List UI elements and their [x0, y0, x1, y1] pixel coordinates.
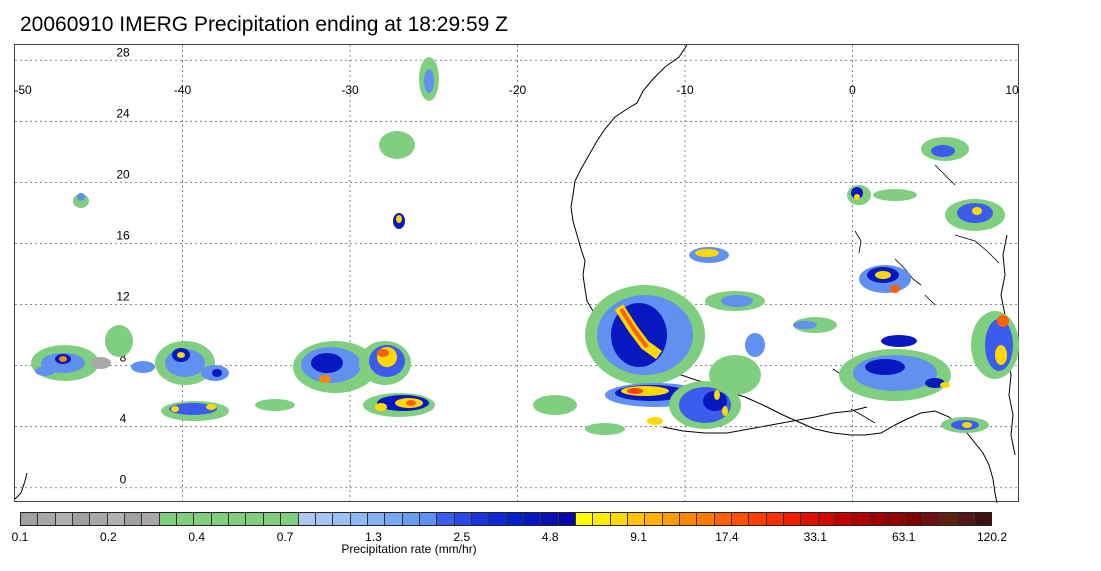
- precip-cluster-atlantic-2: [293, 341, 435, 417]
- colorbar-swatch: [576, 513, 594, 525]
- lat-tick-label: 24: [116, 106, 130, 120]
- colorbar-tick-label: 1.3: [365, 530, 382, 544]
- colorbar-swatch: [662, 513, 681, 525]
- precipitation-map: -50 -40 -30 -20 -10 0 10 28 24 20 16 12 8 4 0: [14, 44, 1020, 503]
- colorbar-swatch: [211, 513, 230, 525]
- lat-tick-label: 28: [116, 45, 130, 59]
- precip-cluster-coast: [585, 247, 765, 429]
- colorbar-swatch: [55, 513, 74, 525]
- lat-tick-label: 8: [120, 351, 127, 365]
- map-grid: [15, 45, 1020, 503]
- colorbar-swatch: [974, 513, 992, 525]
- precip-scattered: [91, 57, 917, 435]
- colorbar-swatch: [107, 513, 126, 525]
- colorbar-tick-label: 120.2: [976, 530, 1008, 544]
- map-tick-labels: -50 -40 -30 -20 -10 0 10 28 24 20 16 12 8 4 0: [15, 45, 1019, 486]
- colorbar-swatch: [38, 513, 56, 525]
- precip-cluster-atlantic-1: [155, 341, 229, 421]
- lat-tick-label: 4: [120, 412, 127, 426]
- colorbar-swatch: [298, 513, 316, 525]
- colorbar-swatch: [818, 513, 837, 525]
- colorbar-tick-label: 0.2: [100, 530, 117, 544]
- colorbar-swatch: [801, 513, 819, 525]
- colorbar-swatch: [853, 513, 871, 525]
- colorbar-swatch: [732, 513, 750, 525]
- colorbar-swatch: [645, 513, 663, 525]
- colorbar-swatch: [870, 513, 889, 525]
- colorbar-swatch: [367, 513, 386, 525]
- colorbar-swatch: [714, 513, 733, 525]
- lon-tick-label: 0: [849, 83, 856, 97]
- lon-tick-label: 10: [1005, 83, 1019, 97]
- colorbar-swatch: [315, 513, 334, 525]
- colorbar-swatch: [905, 513, 923, 525]
- coastline-gulf-guinea: [662, 406, 868, 434]
- lon-tick-label: -40: [174, 83, 192, 97]
- colorbar-swatch: [541, 513, 559, 525]
- colorbar-title: Precipitation rate (mm/hr): [341, 542, 477, 556]
- colorbar-swatch: [177, 513, 195, 525]
- lat-tick-label: 0: [120, 473, 127, 487]
- colorbar-tick-label: 63.1: [891, 530, 916, 544]
- colorbar-swatch: [350, 513, 368, 525]
- colorbar-swatch: [454, 513, 472, 525]
- colorbar-swatch: [125, 513, 143, 525]
- colorbar-tick-label: 17.4: [715, 530, 739, 544]
- colorbar-swatch: [506, 513, 524, 525]
- colorbar-swatch: [385, 513, 403, 525]
- colorbar-swatch: [593, 513, 611, 525]
- colorbar-swatch: [888, 513, 906, 525]
- colorbar-swatch: [680, 513, 698, 525]
- lat-tick-label: 20: [116, 167, 130, 181]
- colorbar-swatch: [628, 513, 646, 525]
- colorbar-tick-label: 9.1: [630, 530, 647, 544]
- colorbar-swatch: [194, 513, 212, 525]
- colorbar-swatch: [21, 513, 39, 525]
- colorbar-swatch: [333, 513, 351, 525]
- colorbar-tick-label: 2.5: [453, 530, 471, 544]
- colorbar-tick-label: 0.1: [11, 530, 29, 544]
- precipitation-colorbar: [20, 512, 992, 526]
- colorbar-swatch: [957, 513, 975, 525]
- colorbar-swatch: [159, 513, 178, 525]
- colorbar-swatch: [402, 513, 420, 525]
- colorbar-swatch: [471, 513, 490, 525]
- colorbar-swatch: [558, 513, 576, 525]
- precip-cluster-west: [31, 193, 99, 381]
- colorbar-swatch: [246, 513, 264, 525]
- map-title: 20060910 IMERG Precipitation ending at 1…: [20, 13, 508, 36]
- colorbar-swatch: [90, 513, 108, 525]
- lon-tick-label: -10: [676, 83, 694, 97]
- colorbar-swatch: [523, 513, 542, 525]
- precip-cluster-east: [839, 137, 1019, 433]
- colorbar-swatch: [142, 513, 160, 525]
- lon-tick-label: -50: [15, 83, 32, 97]
- colorbar-swatch: [419, 513, 438, 525]
- colorbar-tick-label: 33.1: [803, 530, 827, 544]
- colorbar-swatch: [489, 513, 507, 525]
- coastline-south: [15, 472, 28, 500]
- colorbar-swatch: [922, 513, 941, 525]
- colorbar-swatch: [697, 513, 715, 525]
- colorbar-swatch: [940, 513, 958, 525]
- map-canvas: -50 -40 -30 -20 -10 0 10 28 24 20 16 12 8 4 0: [15, 45, 1020, 503]
- colorbar-swatch: [836, 513, 854, 525]
- coastline: [570, 45, 998, 503]
- colorbar-swatch: [749, 513, 767, 525]
- lat-tick-label: 16: [116, 228, 130, 242]
- colorbar-swatch: [610, 513, 629, 525]
- lat-tick-label: 12: [116, 290, 130, 304]
- colorbar-tick-label: 0.7: [276, 530, 294, 544]
- colorbar-swatch: [263, 513, 282, 525]
- colorbar-swatch: [766, 513, 785, 525]
- colorbar-swatch: [437, 513, 455, 525]
- colorbar-tick-label: 4.8: [541, 530, 559, 544]
- colorbar-swatch: [281, 513, 299, 525]
- colorbar-swatch: [784, 513, 802, 525]
- lon-tick-label: -30: [341, 83, 359, 97]
- colorbar-swatch: [229, 513, 247, 525]
- lon-tick-label: -20: [509, 83, 527, 97]
- colorbar-swatch: [73, 513, 91, 525]
- colorbar-tick-label: 0.4: [188, 530, 206, 544]
